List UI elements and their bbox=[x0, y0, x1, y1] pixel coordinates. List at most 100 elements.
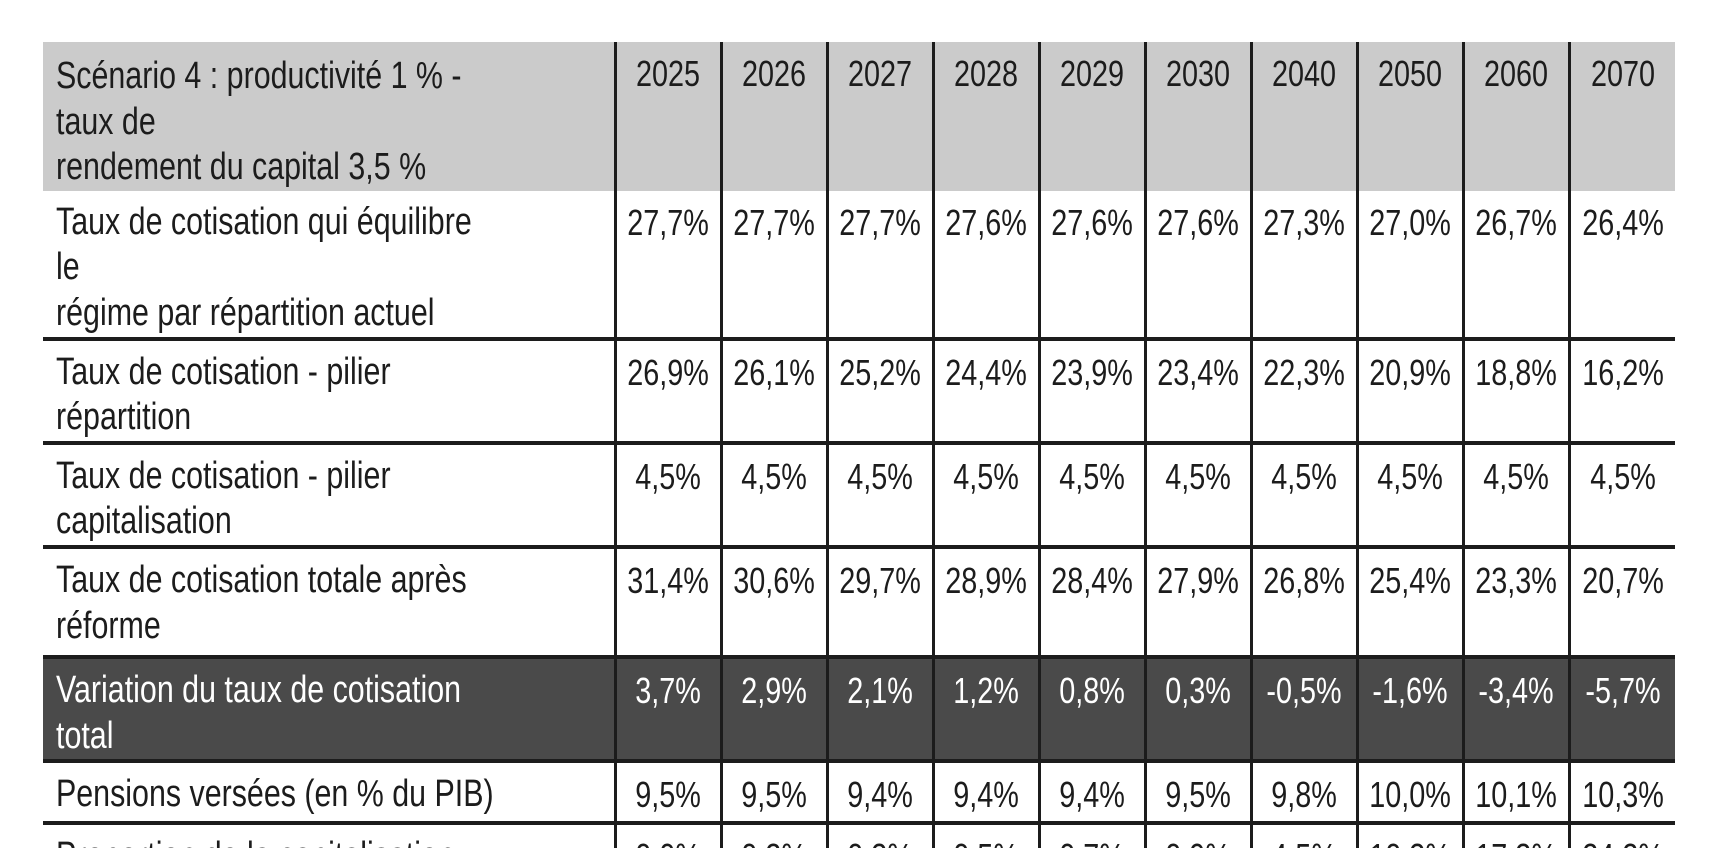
value-cell: 20,7% bbox=[1567, 544, 1675, 657]
value-text: 2,1% bbox=[847, 669, 913, 711]
row-label: Taux de cotisation - pilier capitalisati… bbox=[56, 454, 391, 543]
value-text: 10,3% bbox=[1369, 837, 1451, 848]
value-text: 23,3% bbox=[1475, 559, 1557, 601]
row-label: Taux de cotisation qui équilibre le régi… bbox=[56, 200, 472, 334]
value-text: 10,0% bbox=[1369, 774, 1451, 816]
value-cell: 24,2% bbox=[1567, 821, 1675, 848]
value-cell: 26,8% bbox=[1249, 544, 1357, 657]
value-text: 27,6% bbox=[1157, 201, 1239, 243]
value-text: 28,9% bbox=[945, 559, 1027, 601]
value-text: 4,5% bbox=[953, 455, 1019, 497]
row-label-cell: Taux de cotisation - pilier répartition bbox=[43, 336, 615, 443]
year-label: 2070 bbox=[1590, 53, 1655, 94]
value-text: 9,4% bbox=[953, 774, 1019, 816]
year-label: 2027 bbox=[847, 53, 913, 94]
value-text: 20,7% bbox=[1581, 559, 1664, 601]
value-cell: 0,5% bbox=[931, 821, 1039, 848]
value-cell: 0,3% bbox=[1143, 654, 1251, 762]
value-text: 2,9% bbox=[741, 669, 807, 711]
table-row: Proportion de la capitalisation dans les… bbox=[43, 821, 1675, 848]
value-text: 27,9% bbox=[1157, 559, 1239, 601]
value-text: 27,7% bbox=[733, 201, 815, 243]
value-cell: 27,3% bbox=[1249, 190, 1357, 339]
value-text: 4,5% bbox=[635, 455, 701, 497]
year-header: 2040 bbox=[1249, 42, 1357, 191]
year-header: 2027 bbox=[825, 42, 933, 191]
value-cell: 4,5% bbox=[1249, 440, 1357, 547]
value-text: 4,5% bbox=[1483, 455, 1549, 497]
row-label-cell: Variation du taux de cotisation total bbox=[43, 654, 615, 762]
value-cell: 9,5% bbox=[1143, 759, 1251, 824]
row-label-cell: Taux de cotisation qui équilibre le régi… bbox=[43, 191, 615, 339]
value-text: 22,3% bbox=[1263, 351, 1345, 393]
row-label-cell: Proportion de la capitalisation dans les… bbox=[43, 821, 615, 848]
value-text: 4,5% bbox=[1271, 837, 1337, 848]
year-label: 2030 bbox=[1165, 53, 1231, 94]
value-text: 4,5% bbox=[847, 455, 913, 497]
value-cell: 26,4% bbox=[1567, 190, 1675, 339]
value-text: 0,9% bbox=[1165, 837, 1231, 848]
year-header: 2026 bbox=[719, 42, 827, 191]
value-text: 26,4% bbox=[1581, 201, 1664, 243]
value-cell: 4,5% bbox=[1355, 440, 1463, 547]
value-cell: 27,6% bbox=[1037, 190, 1145, 339]
value-cell: 26,1% bbox=[719, 336, 827, 443]
table-row: Taux de cotisation - pilier capitalisati… bbox=[43, 440, 1675, 547]
value-text: 0,5% bbox=[953, 837, 1019, 848]
value-cell: 9,4% bbox=[825, 759, 933, 824]
year-header: 2025 bbox=[613, 42, 721, 191]
table-row-highlight: Variation du taux de cotisation total 3,7… bbox=[43, 654, 1675, 762]
value-cell: 25,2% bbox=[825, 336, 933, 443]
value-text: 0,3% bbox=[1165, 669, 1231, 711]
scenario-table: Scénario 4 : productivité 1 % -taux de r… bbox=[43, 42, 1675, 848]
value-cell: -1,6% bbox=[1355, 654, 1463, 762]
value-text: 16,2% bbox=[1581, 351, 1664, 393]
value-text: 30,6% bbox=[733, 559, 815, 601]
value-text: 24,2% bbox=[1582, 837, 1664, 848]
value-cell: 4,5% bbox=[931, 440, 1039, 547]
value-cell: 31,4% bbox=[613, 544, 721, 657]
value-text: 27,7% bbox=[839, 201, 921, 243]
value-cell: 0,9% bbox=[1143, 821, 1251, 848]
value-cell: 4,5% bbox=[1143, 440, 1251, 547]
value-text: -3,4% bbox=[1478, 669, 1554, 711]
value-cell: 28,4% bbox=[1037, 544, 1145, 657]
row-label: Pensions versées (en % du PIB) bbox=[56, 773, 494, 816]
value-cell: 20,9% bbox=[1355, 336, 1463, 443]
value-text: 26,9% bbox=[627, 351, 709, 393]
value-text: 9,5% bbox=[1165, 774, 1231, 816]
value-cell: -0,5% bbox=[1249, 654, 1357, 762]
value-cell: 1,2% bbox=[931, 654, 1039, 762]
value-cell: -5,7% bbox=[1567, 654, 1675, 762]
value-cell: 9,5% bbox=[613, 759, 721, 824]
value-text: 27,0% bbox=[1369, 201, 1451, 243]
value-text: 0,2% bbox=[741, 837, 807, 848]
value-cell: 27,9% bbox=[1143, 544, 1251, 657]
year-label: 2028 bbox=[953, 53, 1019, 94]
year-header: 2060 bbox=[1461, 42, 1569, 191]
value-text: 27,7% bbox=[627, 201, 709, 243]
value-text: 9,4% bbox=[1059, 774, 1125, 816]
year-label: 2050 bbox=[1377, 53, 1443, 94]
value-text: 17,3% bbox=[1475, 837, 1557, 848]
value-text: 24,4% bbox=[945, 351, 1027, 393]
value-text: 10,1% bbox=[1475, 774, 1557, 816]
value-cell: 10,1% bbox=[1461, 759, 1569, 824]
value-cell: 0,0% bbox=[613, 821, 721, 848]
value-text: 0,3% bbox=[847, 837, 913, 848]
value-cell: 2,1% bbox=[825, 654, 933, 762]
value-cell: 9,4% bbox=[1037, 759, 1145, 824]
table-row: Taux de cotisation qui équilibre le régi… bbox=[43, 190, 1675, 339]
value-cell: 24,4% bbox=[931, 336, 1039, 443]
value-cell: 27,7% bbox=[613, 190, 721, 339]
value-cell: 9,8% bbox=[1249, 759, 1357, 824]
value-cell: 18,8% bbox=[1461, 336, 1569, 443]
value-text: 9,8% bbox=[1271, 774, 1337, 816]
value-cell: 4,5% bbox=[825, 440, 933, 547]
table-row: Taux de cotisation - pilier répartition 2… bbox=[43, 336, 1675, 443]
value-cell: 27,7% bbox=[825, 190, 933, 339]
year-header: 2030 bbox=[1143, 42, 1251, 191]
value-cell: 29,7% bbox=[825, 544, 933, 657]
row-label-cell: Taux de cotisation - pilier capitalisati… bbox=[43, 440, 615, 547]
